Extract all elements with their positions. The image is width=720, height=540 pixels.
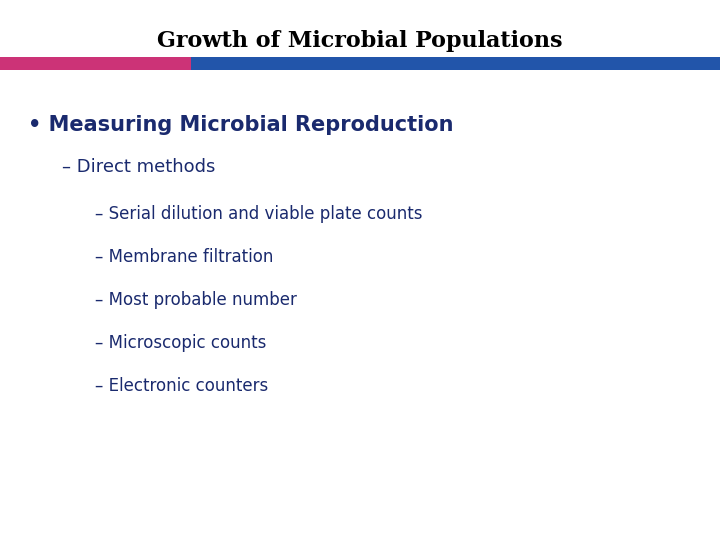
Bar (0, 57, 191, 70)
Text: – Direct methods: – Direct methods (62, 158, 215, 176)
Bar (191, 57, 720, 70)
Text: Growth of Microbial Populations: Growth of Microbial Populations (157, 30, 563, 52)
Text: • Measuring Microbial Reproduction: • Measuring Microbial Reproduction (28, 115, 454, 135)
Text: – Membrane filtration: – Membrane filtration (95, 248, 274, 266)
Text: – Most probable number: – Most probable number (95, 291, 297, 309)
Text: – Microscopic counts: – Microscopic counts (95, 334, 266, 352)
Text: – Serial dilution and viable plate counts: – Serial dilution and viable plate count… (95, 205, 423, 223)
Text: – Electronic counters: – Electronic counters (95, 377, 269, 395)
